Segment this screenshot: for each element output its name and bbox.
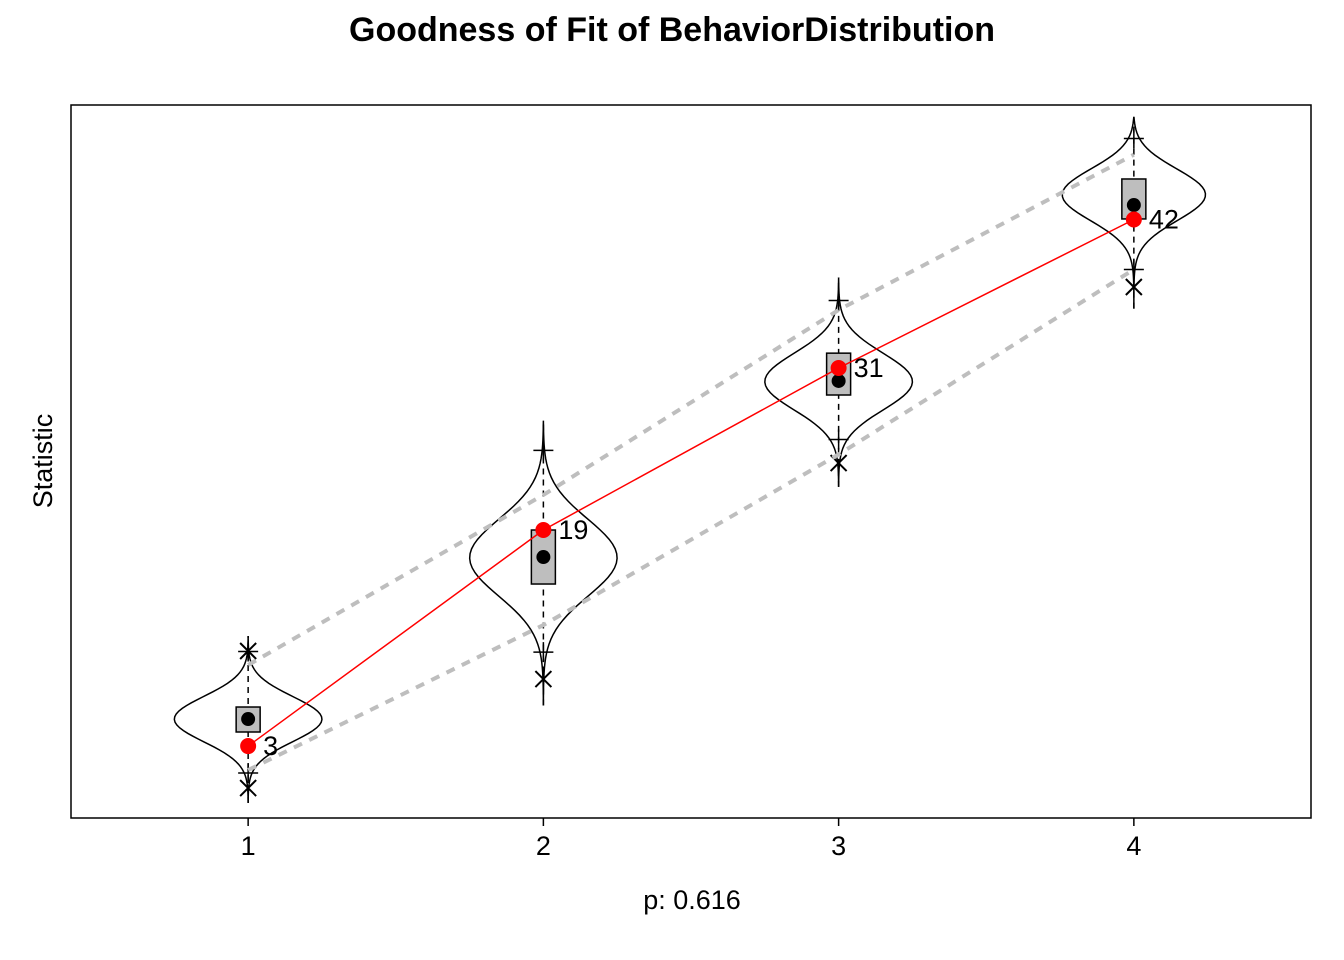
outlier xyxy=(239,779,257,797)
whisker-end xyxy=(238,763,259,784)
mean-dot xyxy=(1126,198,1141,213)
x-tick-label: 1 xyxy=(241,831,256,861)
observed-label: 42 xyxy=(1149,205,1179,235)
mean-dot xyxy=(536,550,551,565)
outlier xyxy=(534,670,553,688)
observed-label: 3 xyxy=(263,731,278,761)
plot-frame xyxy=(70,104,1312,819)
y-axis-label: Statistic xyxy=(28,414,58,509)
whisker-end xyxy=(1123,128,1144,149)
observed-point xyxy=(535,522,552,539)
observed-line xyxy=(247,218,1135,747)
whisker-end xyxy=(1123,259,1144,280)
x-axis-label: p: 0.616 xyxy=(643,885,741,915)
observed-label: 19 xyxy=(558,515,588,545)
chart-title: Goodness of Fit of BehaviorDistribution xyxy=(349,11,995,49)
bound-line xyxy=(247,267,1135,772)
observed-point xyxy=(830,360,847,377)
whisker-end xyxy=(828,429,849,450)
outlier xyxy=(239,642,257,660)
whisker-end xyxy=(533,642,554,663)
whisker-end xyxy=(533,440,554,461)
observed-point xyxy=(1125,211,1142,228)
mean-dot xyxy=(831,373,846,388)
x-tick-label: 4 xyxy=(1126,831,1141,861)
mean-dot xyxy=(241,712,256,727)
outlier xyxy=(1125,278,1143,296)
observed-label: 31 xyxy=(854,353,884,383)
bound-line xyxy=(247,152,1135,667)
whisker-end xyxy=(828,290,849,311)
x-tick-label: 3 xyxy=(831,831,846,861)
x-tick-label: 2 xyxy=(536,831,551,861)
observed-point xyxy=(240,738,257,755)
